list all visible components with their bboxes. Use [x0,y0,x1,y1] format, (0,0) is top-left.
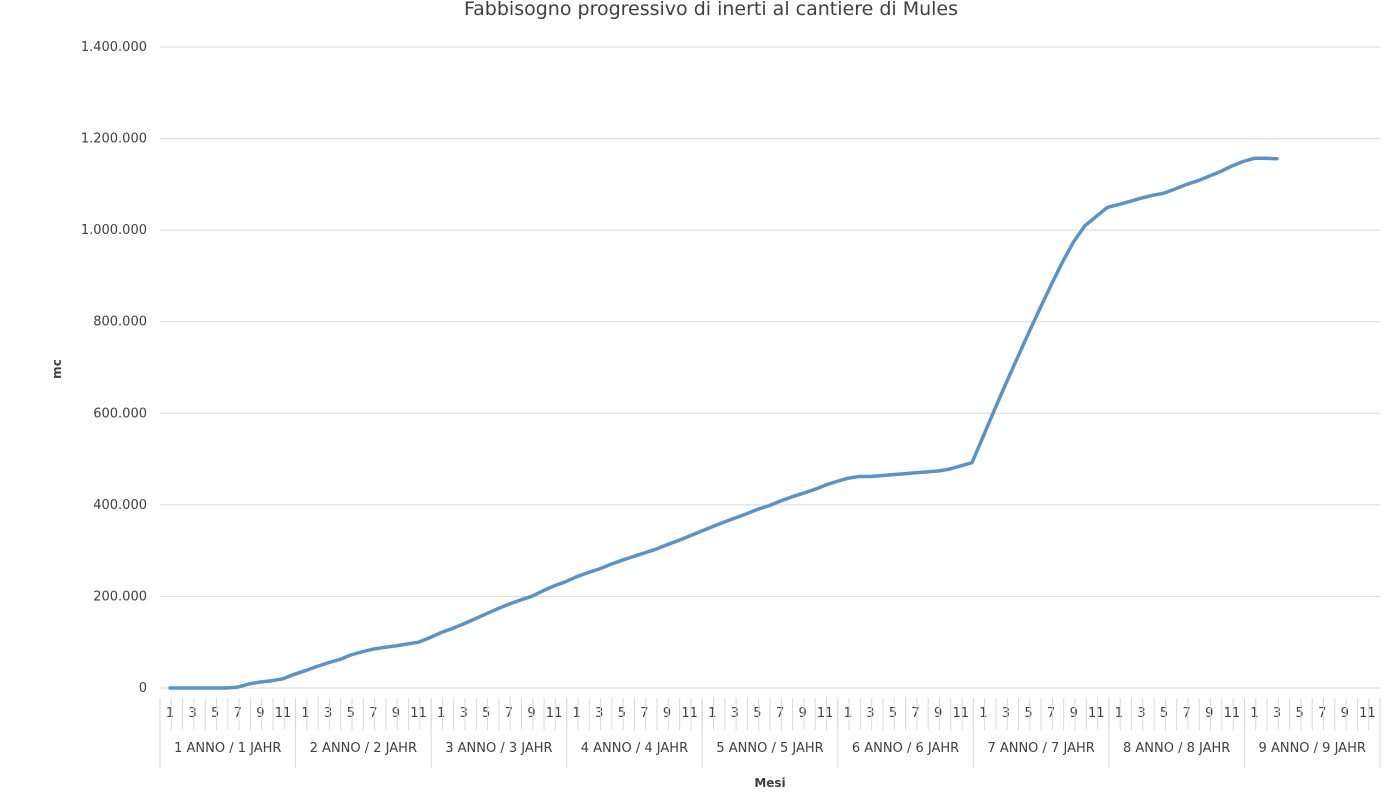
x-tick-label: 5 [889,706,897,721]
x-group-label: 4 ANNO / 4 JAHR [581,741,688,756]
x-group-label: 5 ANNO / 5 JAHR [716,741,823,756]
x-tick-label: 3 [1002,706,1010,721]
y-tick-label: 0 [139,681,147,696]
x-tick-label: 3 [460,706,468,721]
chart-title: Fabbisogno progressivo di inerti al cant… [464,0,958,20]
x-tick-label: 3 [595,706,603,721]
x-tick-label: 9 [798,706,806,721]
y-tick-label: 200.000 [93,589,147,604]
y-tick-label: 1.000.000 [81,223,147,238]
x-tick-label: 1 [844,706,852,721]
x-tick-label: 11 [681,706,698,721]
x-group-label: 1 ANNO / 1 JAHR [174,741,281,756]
x-tick-label: 5 [753,706,761,721]
x-tick-label: 1 [1250,706,1258,721]
gridlines [160,46,1380,689]
x-tick-label: 11 [546,706,563,721]
x-tick-label: 9 [527,706,535,721]
x-group-label: 9 ANNO / 9 JAHR [1259,741,1366,756]
x-tick-label: 5 [347,706,355,721]
y-tick-label: 1.400.000 [81,40,147,55]
x-tick-label: 11 [952,706,969,721]
x-tick-label: 1 [437,706,445,721]
y-tick-label: 400.000 [93,498,147,513]
x-tick-label: 7 [1318,706,1326,721]
y-axis-label: mc [50,359,64,379]
x-tick-label: 9 [1341,706,1349,721]
x-tick-label: 11 [1224,706,1241,721]
series-layer [168,156,1279,690]
series-line [168,156,1279,690]
x-group-label: 6 ANNO / 6 JAHR [852,741,959,756]
x-group-label: 7 ANNO / 7 JAHR [987,741,1094,756]
x-tick-label: 9 [934,706,942,721]
x-tick-label: 5 [1160,706,1168,721]
x-group-label: 2 ANNO / 2 JAHR [310,741,417,756]
x-tick-label: 1 [979,706,987,721]
x-tick-label: 7 [369,706,377,721]
x-tick-label: 7 [776,706,784,721]
x-tick-label: 3 [866,706,874,721]
x-tick-label: 9 [256,706,264,721]
x-tick-label: 9 [392,706,400,721]
x-tick-label: 11 [275,706,292,721]
x-tick-label: 7 [640,706,648,721]
y-tick-label: 1.200.000 [81,132,147,147]
y-tick-label: 600.000 [93,406,147,421]
x-tick-label: 1 [708,706,716,721]
x-tick-label: 11 [1359,706,1376,721]
x-group-label: 3 ANNO / 3 JAHR [445,741,552,756]
x-group-label: 8 ANNO / 8 JAHR [1123,741,1230,756]
x-tick-label: 7 [234,706,242,721]
x-tick-label: 11 [1088,706,1105,721]
x-tick-label: 1 [166,706,174,721]
y-axis-ticks: 0 200.000 400.000 600.000 800.000 1.000.000 1.… [81,40,147,696]
x-tick-label: 5 [1024,706,1032,721]
x-tick-label: 9 [1205,706,1213,721]
x-tick-label: 5 [211,706,219,721]
x-tick-label: 5 [1295,706,1303,721]
x-tick-label: 3 [324,706,332,721]
x-axis-label: Mesi [754,776,785,790]
x-tick-label: 7 [1047,706,1055,721]
x-tick-label: 5 [618,706,626,721]
x-tick-label: 1 [573,706,581,721]
x-tick-label: 3 [1137,706,1145,721]
x-tick-label: 5 [482,706,490,721]
x-tick-label: 7 [1183,706,1191,721]
x-tick-label: 1 [1115,706,1123,721]
y-tick-label: 800.000 [93,315,147,330]
x-tick-label: 11 [817,706,834,721]
x-tick-label: 11 [410,706,427,721]
x-tick-label: 7 [911,706,919,721]
x-tick-label: 9 [1070,706,1078,721]
x-tick-label: 3 [731,706,739,721]
x-tick-label: 9 [663,706,671,721]
x-tick-label: 3 [1273,706,1281,721]
x-tick-label: 7 [505,706,513,721]
x-tick-label: 3 [188,706,196,721]
x-tick-label: 1 [301,706,309,721]
